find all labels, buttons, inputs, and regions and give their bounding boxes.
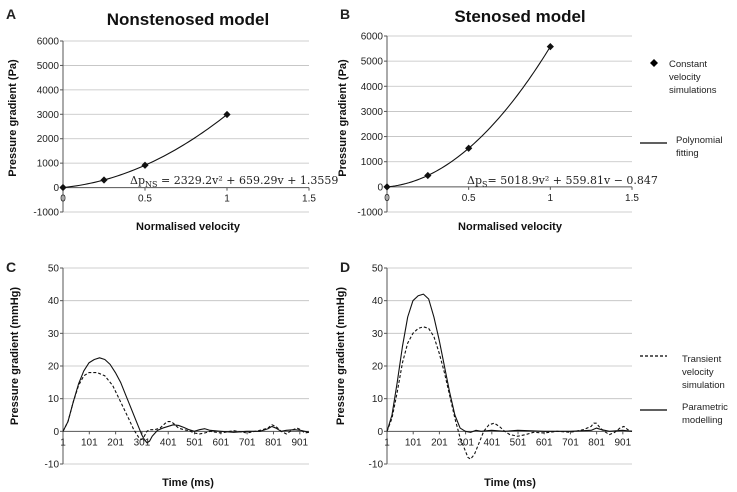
x-tick-label-c: 1 bbox=[60, 437, 66, 448]
y-tick-label-a: 5000 bbox=[37, 61, 60, 72]
parametric-line-d bbox=[386, 293, 633, 433]
y-tick-label-d: 20 bbox=[372, 362, 384, 373]
x-tick-label-d: 501 bbox=[510, 437, 527, 448]
transient-line-c bbox=[62, 371, 310, 441]
y-tick-label-a: -1000 bbox=[33, 208, 59, 219]
y-tick-label-c: 20 bbox=[48, 362, 60, 373]
parametric-line-c bbox=[62, 357, 310, 444]
x-tick-label-c: 301 bbox=[134, 437, 151, 448]
y-tick-label-d: 30 bbox=[372, 329, 384, 340]
x-tick-label-b: 0.5 bbox=[462, 193, 476, 204]
y-tick-label-a: 0 bbox=[53, 183, 59, 194]
legend-item-parametric-modelling: Parametric modelling bbox=[682, 402, 731, 426]
x-axis-label-b: Normalised velocity bbox=[458, 221, 563, 233]
x-tick-label-d: 201 bbox=[431, 437, 448, 448]
x-tick-label-c: 101 bbox=[81, 437, 98, 448]
x-tick-label-d: 601 bbox=[536, 437, 553, 448]
x-tick-label-d: 401 bbox=[483, 437, 500, 448]
y-tick-label-b: -1000 bbox=[357, 208, 383, 219]
transient-line-d bbox=[386, 326, 633, 460]
x-tick-label-b: 1.5 bbox=[625, 193, 639, 204]
x-tick-label-d: 1 bbox=[384, 437, 390, 448]
equation-b: ΔpS= 5018.9v² + 559.81v − 0.847 bbox=[467, 174, 658, 189]
x-tick-label-c: 201 bbox=[107, 437, 124, 448]
y-tick-label-b: 3000 bbox=[361, 107, 384, 118]
y-tick-label-b: 0 bbox=[377, 182, 383, 193]
y-tick-label-d: 10 bbox=[372, 394, 384, 405]
y-tick-label-c: -10 bbox=[45, 460, 60, 471]
fit-curve-a bbox=[62, 114, 228, 189]
x-tick-label-a: 1 bbox=[224, 194, 230, 205]
y-axis-label-d: Pressure gradient (mmHg) bbox=[335, 287, 347, 425]
panel-label-b: B bbox=[340, 6, 350, 22]
y-tick-label-b: 2000 bbox=[361, 132, 384, 143]
x-tick-label-a: 1.5 bbox=[302, 194, 316, 205]
y-tick-label-d: 0 bbox=[377, 427, 383, 438]
y-tick-label-d: -10 bbox=[369, 460, 384, 471]
x-tick-label-d: 301 bbox=[457, 437, 474, 448]
y-tick-label-a: 4000 bbox=[37, 85, 60, 96]
x-axis-label-d: Time (ms) bbox=[484, 477, 536, 489]
legend-item-constant-velocity: Constant velocity simulations bbox=[669, 59, 717, 96]
legend-item-transient-velocity: Transient velocity simulation bbox=[682, 354, 725, 391]
x-tick-label-a: 0 bbox=[60, 194, 66, 205]
panel-label-d: D bbox=[340, 259, 350, 275]
y-tick-label-b: 4000 bbox=[361, 82, 384, 93]
legend-top: Constant velocity simulations Polynomial… bbox=[640, 59, 725, 159]
equation-a: ΔpNS = 2329.2v² + 659.29v + 1.3559 bbox=[130, 174, 338, 189]
y-tick-label-a: 6000 bbox=[37, 37, 60, 48]
panel-label-a: A bbox=[6, 6, 16, 22]
fit-curve-b bbox=[386, 46, 551, 188]
y-tick-label-d: 40 bbox=[372, 296, 384, 307]
y-tick-label-a: 2000 bbox=[37, 134, 60, 145]
panel-label-c: C bbox=[6, 259, 16, 275]
x-tick-label-c: 501 bbox=[186, 437, 203, 448]
y-tick-label-d: 50 bbox=[372, 264, 384, 275]
legend-diamond-marker bbox=[650, 59, 658, 67]
y-tick-label-c: 40 bbox=[48, 296, 60, 307]
y-axis-label-a: Pressure gradient (Pa) bbox=[7, 59, 19, 177]
y-tick-label-c: 10 bbox=[48, 394, 60, 405]
x-tick-label-c: 801 bbox=[265, 437, 282, 448]
x-tick-label-c: 901 bbox=[291, 437, 308, 448]
y-axis-label-b: Pressure gradient (Pa) bbox=[337, 59, 349, 177]
x-axis-label-a: Normalised velocity bbox=[136, 221, 241, 233]
x-tick-label-d: 801 bbox=[588, 437, 605, 448]
y-tick-label-a: 1000 bbox=[37, 159, 60, 170]
y-axis-label-c: Pressure gradient (mmHg) bbox=[9, 287, 21, 425]
x-tick-label-d: 101 bbox=[405, 437, 422, 448]
y-tick-label-a: 3000 bbox=[37, 110, 60, 121]
panel-title-a: Nonstenosed model bbox=[107, 10, 269, 29]
x-tick-label-d: 901 bbox=[614, 437, 631, 448]
data-point-b bbox=[546, 43, 554, 51]
x-tick-label-d: 701 bbox=[562, 437, 579, 448]
y-tick-label-b: 1000 bbox=[361, 157, 384, 168]
y-tick-label-b: 5000 bbox=[361, 57, 384, 68]
y-tick-label-c: 30 bbox=[48, 329, 60, 340]
panel-title-b: Stenosed model bbox=[454, 7, 585, 26]
panel-B: B Stenosed model -1000010002000300040005… bbox=[337, 6, 658, 233]
x-tick-label-c: 401 bbox=[160, 437, 177, 448]
panel-A: A Nonstenosed model -1000010002000300040… bbox=[6, 6, 338, 233]
y-tick-label-c: 0 bbox=[53, 427, 59, 438]
x-tick-label-b: 0 bbox=[384, 193, 390, 204]
x-tick-label-b: 1 bbox=[548, 193, 554, 204]
legend-bottom: Transient velocity simulation Parametric… bbox=[640, 354, 731, 426]
x-tick-label-c: 701 bbox=[239, 437, 256, 448]
x-tick-label-c: 601 bbox=[213, 437, 230, 448]
x-axis-label-c: Time (ms) bbox=[162, 477, 214, 489]
y-tick-label-c: 50 bbox=[48, 264, 60, 275]
legend-item-polynomial-fitting: Polynomial fitting bbox=[676, 135, 725, 159]
y-tick-label-b: 6000 bbox=[361, 32, 384, 43]
x-tick-label-a: 0.5 bbox=[138, 194, 152, 205]
